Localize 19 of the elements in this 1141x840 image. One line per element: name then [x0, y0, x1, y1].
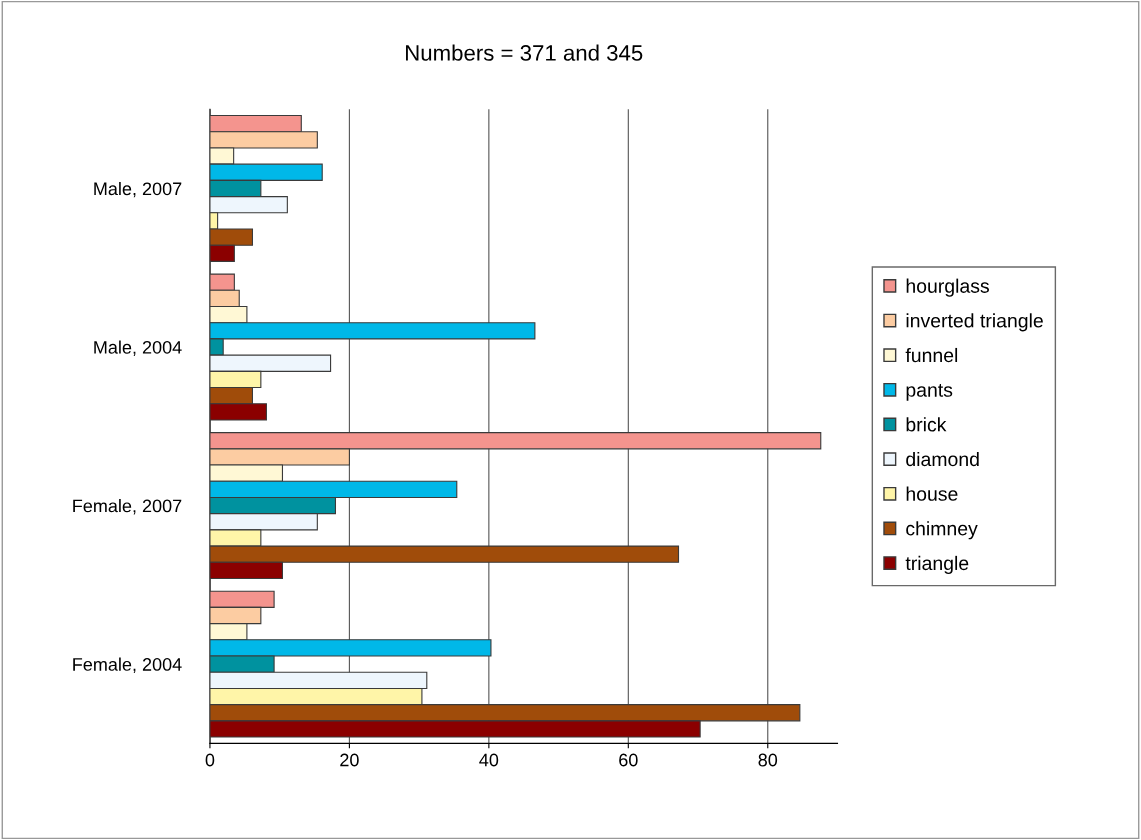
- x-tick-label: 40: [479, 753, 499, 767]
- legend-label: pants: [906, 384, 953, 401]
- x-tick-label: 60: [619, 753, 638, 767]
- y-tick-label: Male, 2004: [94, 340, 182, 356]
- y-tick-label: Female, 2007: [73, 499, 182, 515]
- x-tick-label: 20: [340, 753, 359, 767]
- legend-label: house: [906, 486, 958, 501]
- y-tick-label: Female, 2004: [73, 657, 182, 673]
- legend-label: brick: [906, 417, 947, 432]
- legend-label: inverted triangle: [906, 313, 1043, 332]
- legend-label: chimney: [906, 521, 978, 540]
- legend-label: funnel: [905, 347, 958, 363]
- x-tick-label: 80: [758, 753, 778, 767]
- legend-label: hourglass: [906, 278, 989, 297]
- chart-title: Numbers = 371 and 345: [406, 44, 643, 61]
- legend-label: triangle: [905, 555, 969, 574]
- x-tick-label: 0: [205, 753, 215, 767]
- legend-label: diamond: [906, 451, 979, 467]
- y-tick-label: Male, 2007: [94, 181, 182, 198]
